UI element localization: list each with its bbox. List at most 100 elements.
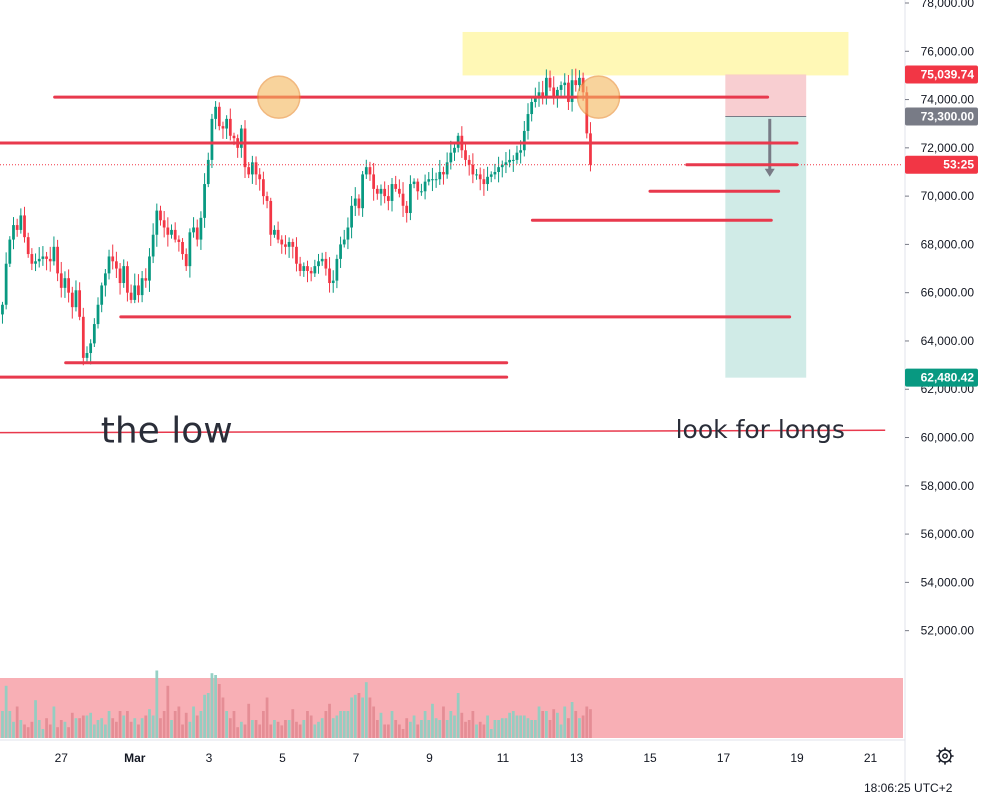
candle-body[interactable] [563, 82, 567, 86]
candle-body[interactable] [12, 225, 15, 240]
candle-body[interactable] [589, 133, 592, 165]
candle-body[interactable] [15, 225, 19, 230]
candle-body[interactable] [530, 101, 534, 115]
candle-body[interactable] [405, 205, 409, 214]
candle-body[interactable] [357, 198, 361, 209]
candle-body[interactable] [328, 268, 331, 284]
candle-body[interactable] [423, 181, 427, 192]
candle-body[interactable] [19, 215, 23, 230]
candle-body[interactable] [243, 128, 247, 168]
candle-body[interactable] [431, 179, 434, 181]
candle-body[interactable] [394, 184, 398, 189]
candle-body[interactable] [276, 229, 280, 240]
candle-body[interactable] [34, 261, 37, 264]
candle-body[interactable] [567, 82, 570, 102]
candle-body[interactable] [159, 210, 162, 221]
candle-body[interactable] [548, 77, 552, 88]
candle-body[interactable] [350, 205, 353, 228]
candle-body[interactable] [199, 217, 203, 240]
candle-body[interactable] [526, 114, 530, 131]
candle-body[interactable] [511, 159, 515, 161]
candle-body[interactable] [48, 258, 52, 262]
candle-body[interactable] [81, 316, 85, 358]
candle-body[interactable] [390, 184, 394, 201]
candle-body[interactable] [486, 176, 489, 185]
candle-body[interactable] [107, 256, 111, 274]
stop-loss-zone[interactable] [725, 74, 807, 117]
candle-body[interactable] [254, 162, 258, 175]
candle-body[interactable] [126, 266, 129, 293]
candle-body[interactable] [52, 246, 56, 262]
candle-body[interactable] [386, 196, 390, 201]
candle-body[interactable] [258, 174, 262, 180]
candle-body[interactable] [574, 80, 578, 86]
candle-body[interactable] [67, 278, 70, 293]
candle-body[interactable] [170, 229, 173, 235]
candle-body[interactable] [162, 220, 166, 228]
candle-body[interactable] [177, 239, 181, 242]
candle-body[interactable] [464, 150, 467, 160]
candle-body[interactable] [489, 174, 493, 177]
candle-body[interactable] [181, 241, 184, 255]
candle-body[interactable] [173, 229, 177, 240]
candle-body[interactable] [144, 278, 148, 281]
candle-body[interactable] [324, 258, 328, 269]
candle-body[interactable] [89, 343, 93, 354]
candle-body[interactable] [37, 258, 41, 262]
candle-body[interactable] [379, 188, 383, 194]
candle-body[interactable] [92, 324, 96, 344]
candle-body[interactable] [409, 184, 412, 214]
candle-body[interactable] [342, 239, 346, 245]
candle-body[interactable] [500, 164, 504, 168]
candle-body[interactable] [401, 193, 405, 206]
candle-body[interactable] [453, 147, 456, 153]
candle-body[interactable] [273, 229, 276, 235]
candle-body[interactable] [59, 273, 63, 288]
candle-body[interactable] [482, 179, 486, 185]
candle-body[interactable] [1, 304, 4, 315]
candle-body[interactable] [100, 285, 104, 305]
candle-body[interactable] [4, 263, 8, 305]
candle-body[interactable] [397, 188, 401, 194]
candle-body[interactable] [192, 227, 195, 233]
gear-icon[interactable] [936, 747, 954, 765]
candle-body[interactable] [306, 266, 309, 271]
candle-body[interactable] [497, 167, 500, 172]
candle-body[interactable] [320, 258, 324, 262]
candle-body[interactable] [63, 278, 67, 288]
candle-body[interactable] [239, 128, 243, 148]
candle-body[interactable] [262, 179, 265, 197]
candle-body[interactable] [203, 184, 206, 218]
candle-body[interactable] [544, 77, 548, 98]
candle-body[interactable] [137, 285, 140, 296]
candle-body[interactable] [298, 263, 302, 271]
candle-body[interactable] [287, 241, 291, 247]
candle-body[interactable] [291, 241, 295, 247]
highlight-circle[interactable] [257, 75, 301, 119]
candle-body[interactable] [493, 171, 497, 175]
candle-body[interactable] [335, 258, 339, 281]
candle-body[interactable] [420, 191, 423, 193]
candle-body[interactable] [295, 246, 298, 264]
candle-body[interactable] [552, 87, 556, 98]
candle-body[interactable] [331, 280, 335, 284]
candle-body[interactable] [250, 162, 254, 175]
resistance-zone[interactable] [462, 31, 849, 76]
candle-body[interactable] [427, 179, 431, 182]
candle-body[interactable] [578, 77, 581, 86]
candle-body[interactable] [508, 159, 511, 163]
candle-body[interactable] [353, 198, 357, 206]
candle-body[interactable] [313, 266, 317, 274]
candle-body[interactable] [184, 254, 188, 267]
candle-body[interactable] [103, 273, 107, 286]
candle-body[interactable] [225, 118, 229, 129]
candle-body[interactable] [537, 92, 541, 98]
take-profit-zone[interactable] [725, 116, 807, 378]
annotation-text[interactable]: the low [101, 411, 233, 452]
candle-body[interactable] [445, 162, 449, 175]
candle-body[interactable] [471, 164, 475, 175]
candle-body[interactable] [361, 174, 364, 209]
candle-body[interactable] [434, 179, 438, 181]
price-axis[interactable]: 52,000.00 54,000.00 56,000.00 58,000.00 60,0… [904, 0, 974, 793]
candle-body[interactable] [412, 181, 416, 185]
